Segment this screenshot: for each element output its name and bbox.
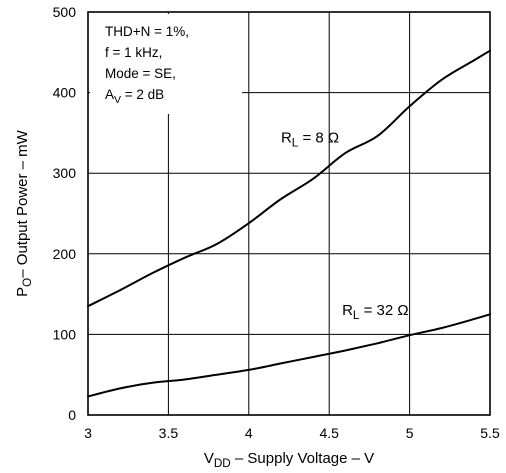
series-line [87,313,491,398]
y-tick-label: 300 [53,165,77,181]
x-tick-label: 4.5 [319,425,339,441]
x-tick-label: 3 [84,425,92,441]
series-label: RL = 8 Ω [281,130,339,150]
conditions-background [90,14,242,114]
y-axis-label: PO– Output Power – mW [14,129,34,297]
axis-tick-labels: 3 3.5 4 4.5 5 5.5 0 100 200 300 400 500 [53,4,500,441]
condition-line: f = 1 kHz, [105,45,162,60]
grid-lines [88,12,490,415]
x-tick-label: 5 [406,425,414,441]
test-conditions-box: THD+N = 1%, f = 1 kHz, Mode = SE, AV = 2 dB [90,14,242,114]
series-label: RL = 32 Ω [342,302,409,322]
y-tick-label: 0 [68,407,76,423]
x-tick-label: 5.5 [480,425,500,441]
series-line [87,49,491,308]
condition-line: THD+N = 1%, [105,24,189,39]
x-axis-label: VDD – Supply Voltage – V [204,450,374,470]
x-tick-label: 4 [245,425,253,441]
data-curves [87,49,491,398]
condition-line: AV = 2 dB [105,87,164,106]
y-tick-label: 100 [53,326,77,342]
y-tick-label: 400 [53,85,77,101]
axis-labels: VDD – Supply Voltage – V PO– Output Power… [14,129,374,470]
y-tick-label: 500 [53,4,77,20]
x-tick-label: 3.5 [159,425,179,441]
condition-line: Mode = SE, [105,66,176,81]
series-labels: RL = 8 Ω RL = 32 Ω [281,130,409,322]
y-tick-label: 200 [53,246,77,262]
plot-area-frame [87,11,491,416]
